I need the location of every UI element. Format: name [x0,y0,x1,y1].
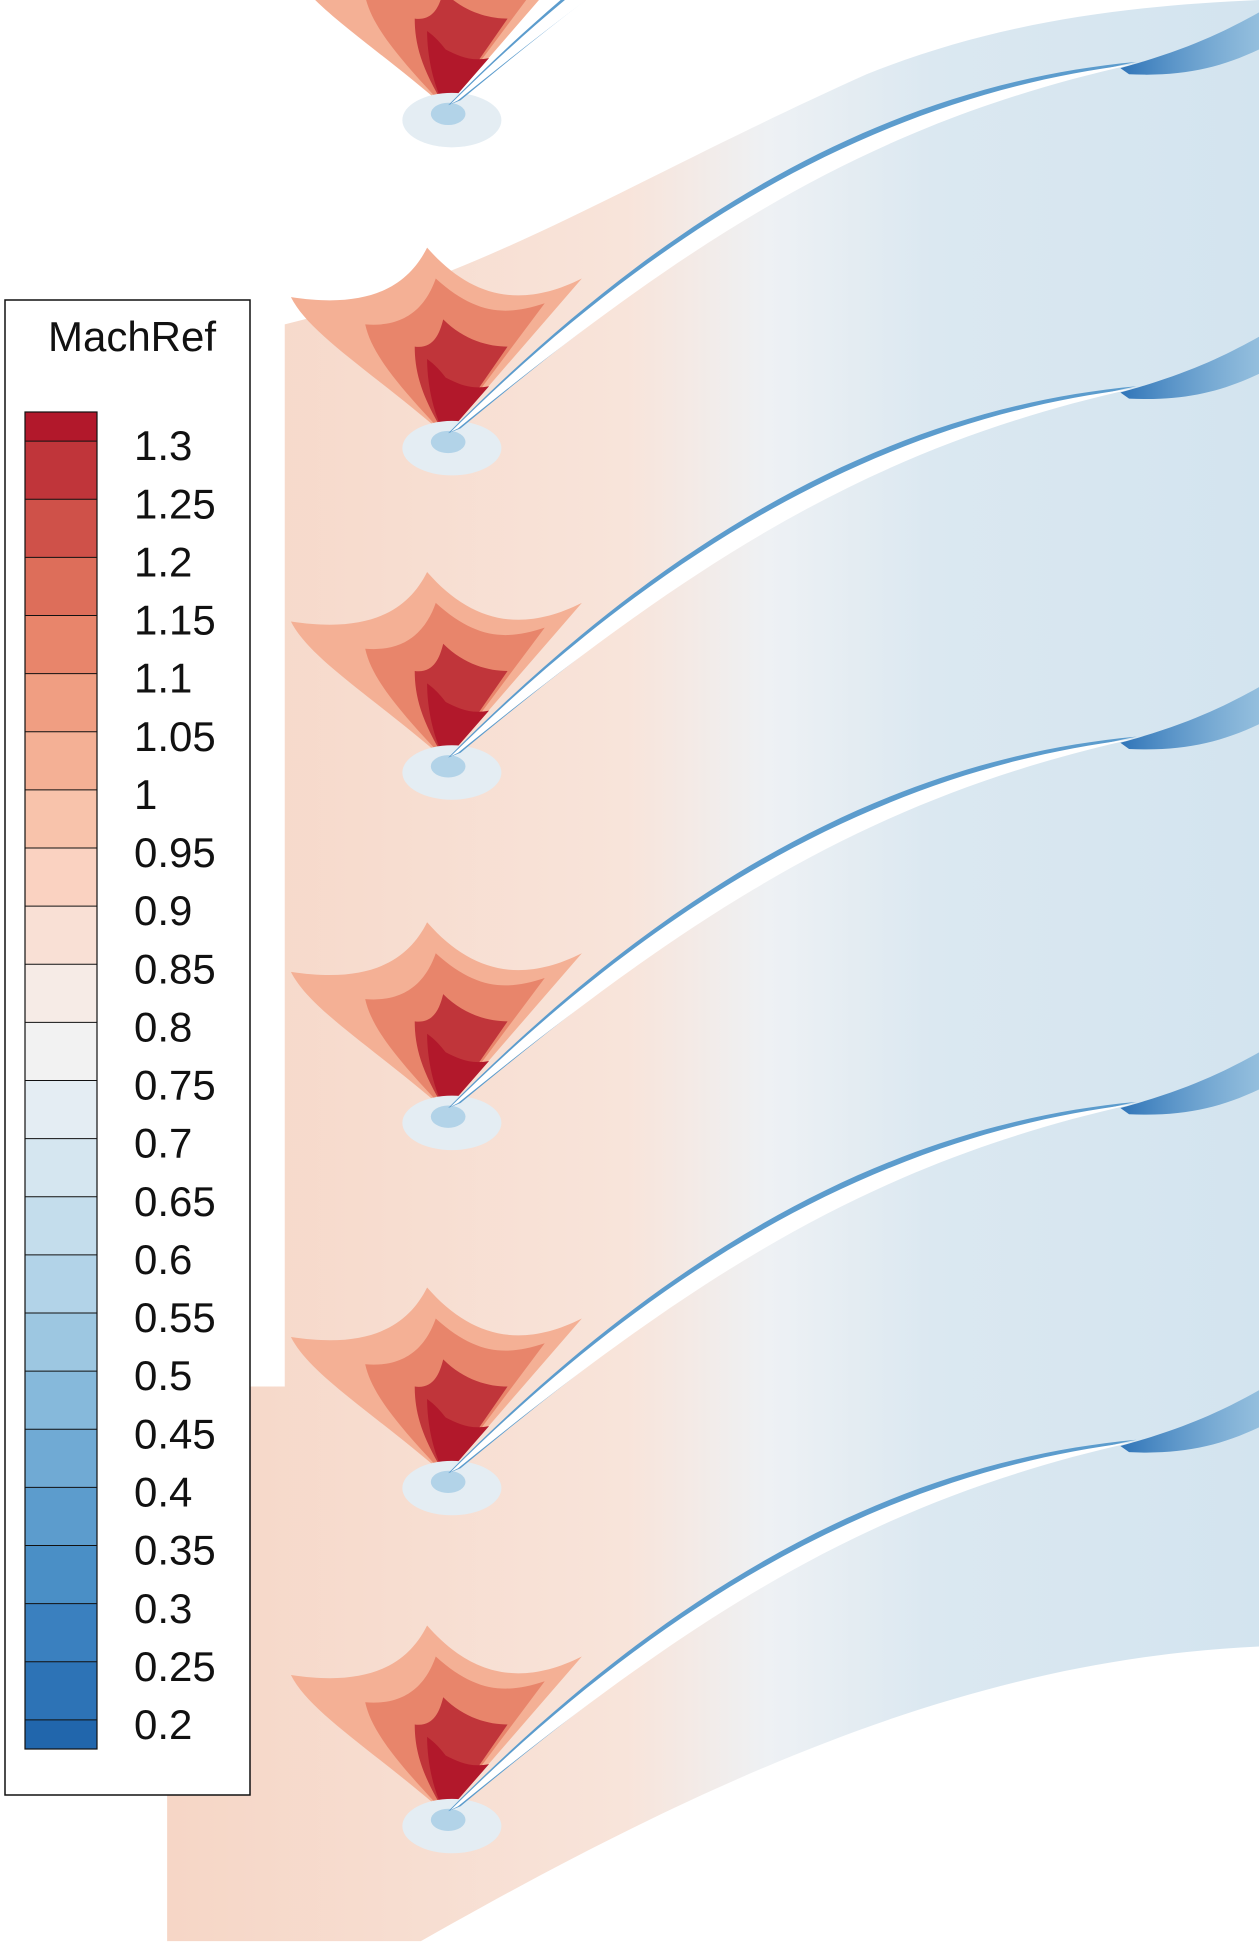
colorbar-frame [24,411,98,1750]
colorbar-band [25,964,97,1023]
colorbar-band [25,847,97,907]
colorbar-tick-label: 0.85 [134,945,216,992]
colorbar-band [25,673,97,732]
colorbar-band [25,615,97,674]
colorbar-tick-label: 0.25 [134,1643,216,1690]
colorbar-band [25,1719,97,1749]
flow-field [167,0,1259,1942]
colorbar-tick-label: 1.15 [134,597,216,644]
colorbar-band [25,1371,97,1430]
colorbar-tick-label: 0.7 [134,1120,192,1167]
colorbar-tick-label: 0.8 [134,1003,192,1050]
colorbar-band [25,557,97,616]
colorbar-tick-label: 0.95 [134,829,216,876]
colorbar-tick-label: 0.4 [134,1469,192,1516]
colorbar-band [25,412,97,442]
colorbar-tick-label: 0.55 [134,1294,216,1341]
colorbar-tick-label: 0.5 [134,1352,192,1399]
colorbar-band [25,1022,97,1081]
colorbar-tick-label: 0.35 [134,1527,216,1574]
colorbar-band [25,789,97,848]
colorbar-tick-label: 0.9 [134,887,192,934]
colorbar-band [25,1661,97,1720]
colorbar-band [25,1196,97,1255]
colorbar-band [25,1603,97,1662]
colorbar-title: MachRef [48,313,216,360]
colorbar-tick-label: 0.2 [134,1701,192,1748]
colorbar-tick-label: 0.6 [134,1236,192,1283]
colorbar-tick-label: 1.3 [134,422,192,469]
colorbar-band [25,1545,97,1604]
colorbar-tick-label: 0.45 [134,1410,216,1457]
colorbar-band [25,906,97,965]
colorbar-band [25,1487,97,1546]
colorbar-tick-label: 0.65 [134,1178,216,1225]
colorbar-band [25,731,97,790]
colorbar-band [25,1254,97,1314]
colorbar-tick-label: 0.75 [134,1062,216,1109]
colorbar-tick-label: 1 [134,771,157,818]
colorbar-band [25,499,97,558]
colorbar-band [25,1138,97,1197]
colorbar-tick-label: 1.05 [134,713,216,760]
colorbar-tick-label: 0.3 [134,1585,192,1632]
colorbar-band [25,1429,97,1488]
colorbar-tick-label: 1.2 [134,538,192,585]
colorbar-tick-label: 1.25 [134,480,216,527]
colorbar-band [25,1080,97,1139]
colorbar-band [25,1313,97,1372]
colorbar-band [25,441,97,500]
colorbar-tick-label: 1.1 [134,655,192,702]
